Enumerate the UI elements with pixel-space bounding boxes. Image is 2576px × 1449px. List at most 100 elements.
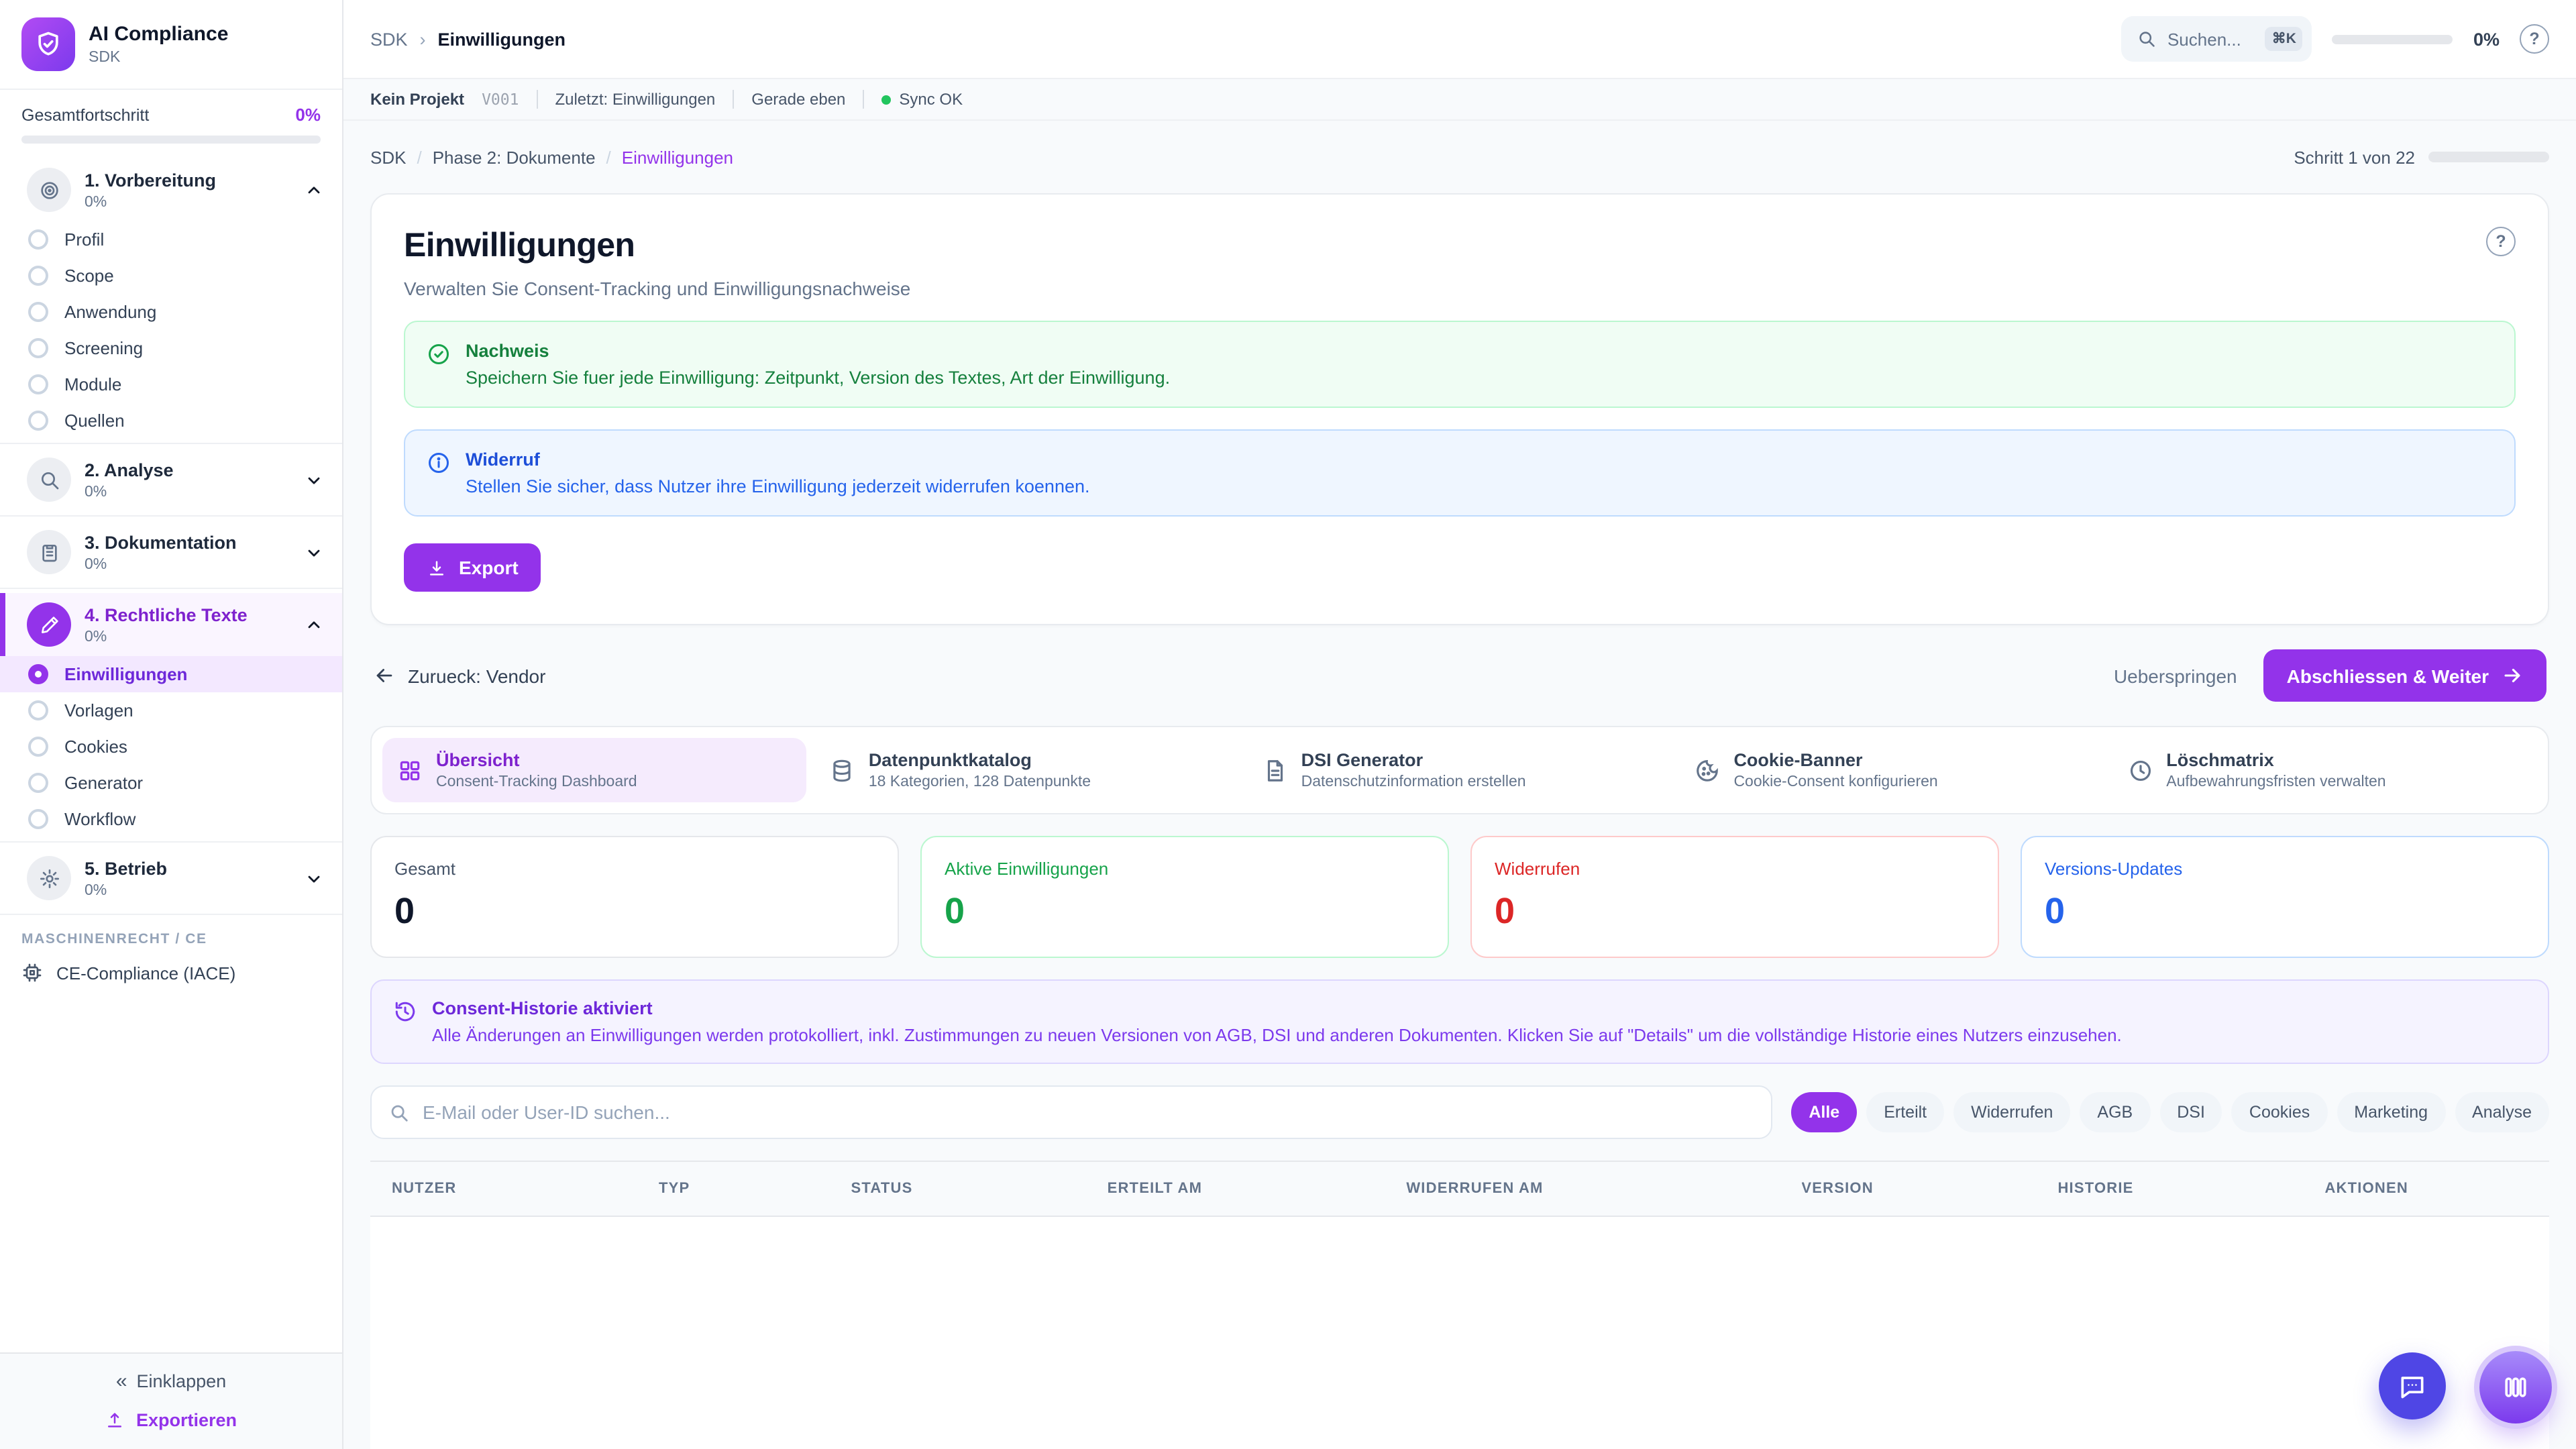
tab-uebersicht[interactable]: Übersicht Consent-Tracking Dashboard	[382, 738, 807, 803]
tab-title: Datenpunktkatalog	[868, 750, 1032, 770]
stat-aktive-einwilligungen: Aktive Einwilligungen 0	[920, 836, 1449, 959]
tab-title: Übersicht	[436, 750, 520, 770]
check-circle-icon	[427, 342, 451, 388]
card-help-icon[interactable]: ?	[2486, 227, 2516, 256]
col-aktionen: AKTIONEN	[2324, 1181, 2408, 1197]
stats-row: Gesamt 0 Aktive Einwilligungen 0 Widerru…	[370, 836, 2549, 959]
sidebar-section-betrieb[interactable]: 5. Betrieb 0%	[0, 847, 342, 910]
search-placeholder: Suchen...	[2167, 29, 2241, 49]
global-search-button[interactable]: Suchen... ⌘K	[2121, 16, 2312, 62]
chip-alle[interactable]: Alle	[1791, 1092, 1858, 1133]
banner-title: Consent-Historie aktiviert	[432, 998, 653, 1019]
sidebar-item-quellen[interactable]: Quellen	[0, 402, 342, 439]
step-circle	[28, 737, 48, 757]
section-percent: 0%	[85, 557, 107, 573]
section-percent: 0%	[85, 195, 107, 211]
chevron-down-icon	[305, 543, 323, 561]
user-search-input[interactable]	[423, 1102, 1754, 1124]
step-circle	[28, 773, 48, 793]
tab-subtitle: Consent-Tracking Dashboard	[436, 774, 637, 791]
consent-history-banner: Consent-Historie aktiviert Alle Änderung…	[370, 979, 2549, 1065]
sidebar-item-cookies[interactable]: Cookies	[0, 729, 342, 765]
gear-icon	[27, 856, 71, 900]
help-icon[interactable]: ?	[2520, 24, 2549, 54]
sidebar-group-label: MASCHINENRECHT / CE	[21, 931, 207, 947]
breadcrumb-phase-link[interactable]: Phase 2: Dokumente	[432, 147, 596, 167]
stat-value: 0	[1495, 891, 1515, 932]
back-link[interactable]: Zurueck: Vendor	[373, 664, 545, 687]
sidebar-export-button[interactable]: Exportieren	[105, 1410, 237, 1430]
chip-cookies[interactable]: Cookies	[2231, 1092, 2328, 1133]
collapse-sidebar-button[interactable]: « Einklappen	[115, 1370, 227, 1393]
chevron-up-icon	[305, 615, 323, 634]
chevron-down-icon	[305, 470, 323, 489]
section-percent: 0%	[85, 629, 107, 645]
export-button[interactable]: Export	[404, 543, 541, 592]
page-subtitle: Verwalten Sie Consent-Tracking und Einwi…	[404, 278, 911, 299]
info-circle-icon	[427, 451, 451, 496]
sidebar: AI Compliance SDK Gesamtfortschritt 0% 1…	[0, 0, 343, 1449]
sidebar-item-scope[interactable]: Scope	[0, 258, 342, 294]
topbar-progress-value: 0%	[2473, 29, 2500, 49]
search-icon	[389, 1102, 409, 1122]
sidebar-section-analyse[interactable]: 2. Analyse 0%	[0, 448, 342, 511]
breadcrumb-current-page: Einwilligungen	[621, 147, 734, 167]
sidebar-item-profil[interactable]: Profil	[0, 221, 342, 258]
col-nutzer: NUTZER	[392, 1181, 457, 1197]
breadcrumb-root-link[interactable]: SDK	[370, 29, 408, 49]
chip-erteilt[interactable]: Erteilt	[1866, 1092, 1945, 1133]
breadcrumb-sdk-link[interactable]: SDK	[370, 147, 407, 167]
stat-widerrufen: Widerrufen 0	[1470, 836, 1999, 959]
sidebar-section-dokumentation[interactable]: 3. Dokumentation 0%	[0, 521, 342, 584]
sidebar-item-screening[interactable]: Screening	[0, 330, 342, 366]
skip-button[interactable]: Ueberspringen	[2113, 665, 2237, 686]
columns-panel-fab[interactable]	[2479, 1351, 2552, 1424]
sidebar-item-vorlagen[interactable]: Vorlagen	[0, 692, 342, 729]
tab-loeschmatrix[interactable]: Löschmatrix Aufbewahrungsfristen verwalt…	[2112, 738, 2537, 802]
stat-value: 0	[2045, 891, 2065, 932]
section-percent: 0%	[85, 484, 107, 500]
tab-dsi-generator[interactable]: DSI Generator Datenschutzinformation ers…	[1248, 738, 1672, 802]
chip-marketing[interactable]: Marketing	[2337, 1092, 2446, 1133]
chat-fab[interactable]	[2379, 1352, 2446, 1419]
col-erteilt-am: ERTEILT AM	[1107, 1181, 1203, 1197]
cpu-chip-icon	[21, 962, 43, 983]
tab-cookie-banner[interactable]: Cookie-Banner Cookie-Consent konfigurier…	[1680, 738, 2104, 802]
sidebar-item-generator[interactable]: Generator	[0, 765, 342, 801]
chip-analyse[interactable]: Analyse	[2455, 1092, 2549, 1133]
section-label: 5. Betrieb	[85, 859, 168, 879]
section-percent: 0%	[85, 883, 107, 899]
sidebar-item-ce-compliance[interactable]: CE-Compliance (IACE)	[0, 951, 342, 994]
notice-text: Speichern Sie fuer jede Einwilligung: Ze…	[466, 368, 1171, 388]
divider	[0, 588, 342, 589]
page-content: SDK / Phase 2: Dokumente / Einwilligunge…	[343, 121, 2576, 1449]
chip-widerrufen[interactable]: Widerrufen	[1953, 1092, 2071, 1133]
col-status: STATUS	[851, 1181, 913, 1197]
sidebar-section-vorbereitung[interactable]: 1. Vorbereitung 0%	[0, 158, 342, 221]
chip-dsi[interactable]: DSI	[2159, 1092, 2222, 1133]
sidebar-item-workflow[interactable]: Workflow	[0, 801, 342, 837]
stat-value: 0	[945, 891, 965, 932]
page-title: Einwilligungen	[404, 227, 635, 264]
sidebar-item-anwendung[interactable]: Anwendung	[0, 294, 342, 330]
sidebar-item-module[interactable]: Module	[0, 366, 342, 402]
divider	[733, 90, 735, 109]
search-icon	[2138, 30, 2157, 48]
consent-table-header: NUTZER TYP STATUS ERTEILT AM WIDERRUFEN …	[370, 1161, 2549, 1218]
notice-widerruf: Widerruf Stellen Sie sicher, dass Nutzer…	[404, 429, 2516, 517]
divider	[0, 443, 342, 444]
sidebar-section-rechtliche-texte[interactable]: 4. Rechtliche Texte 0%	[0, 593, 342, 656]
user-search-box	[370, 1085, 1773, 1140]
tab-subtitle: Cookie-Consent konfigurieren	[1733, 774, 1938, 791]
stat-gesamt: Gesamt 0	[370, 836, 899, 959]
chip-agb[interactable]: AGB	[2080, 1092, 2151, 1133]
step-progress-bar	[2428, 152, 2549, 162]
view-tabs: Übersicht Consent-Tracking Dashboard Dat…	[370, 726, 2549, 815]
stat-versions-updates: Versions-Updates 0	[2021, 836, 2549, 959]
topbar: SDK › Einwilligungen Suchen... ⌘K 0% ?	[343, 0, 2576, 79]
double-chevron-left-icon: «	[115, 1370, 127, 1393]
finish-and-next-button[interactable]: Abschliessen & Weiter	[2263, 649, 2546, 702]
sidebar-item-einwilligungen[interactable]: Einwilligungen	[0, 656, 342, 692]
tab-datenpunktkatalog[interactable]: Datenpunktkatalog 18 Kategorien, 128 Dat…	[815, 738, 1240, 802]
stat-label: Gesamt	[394, 859, 456, 879]
